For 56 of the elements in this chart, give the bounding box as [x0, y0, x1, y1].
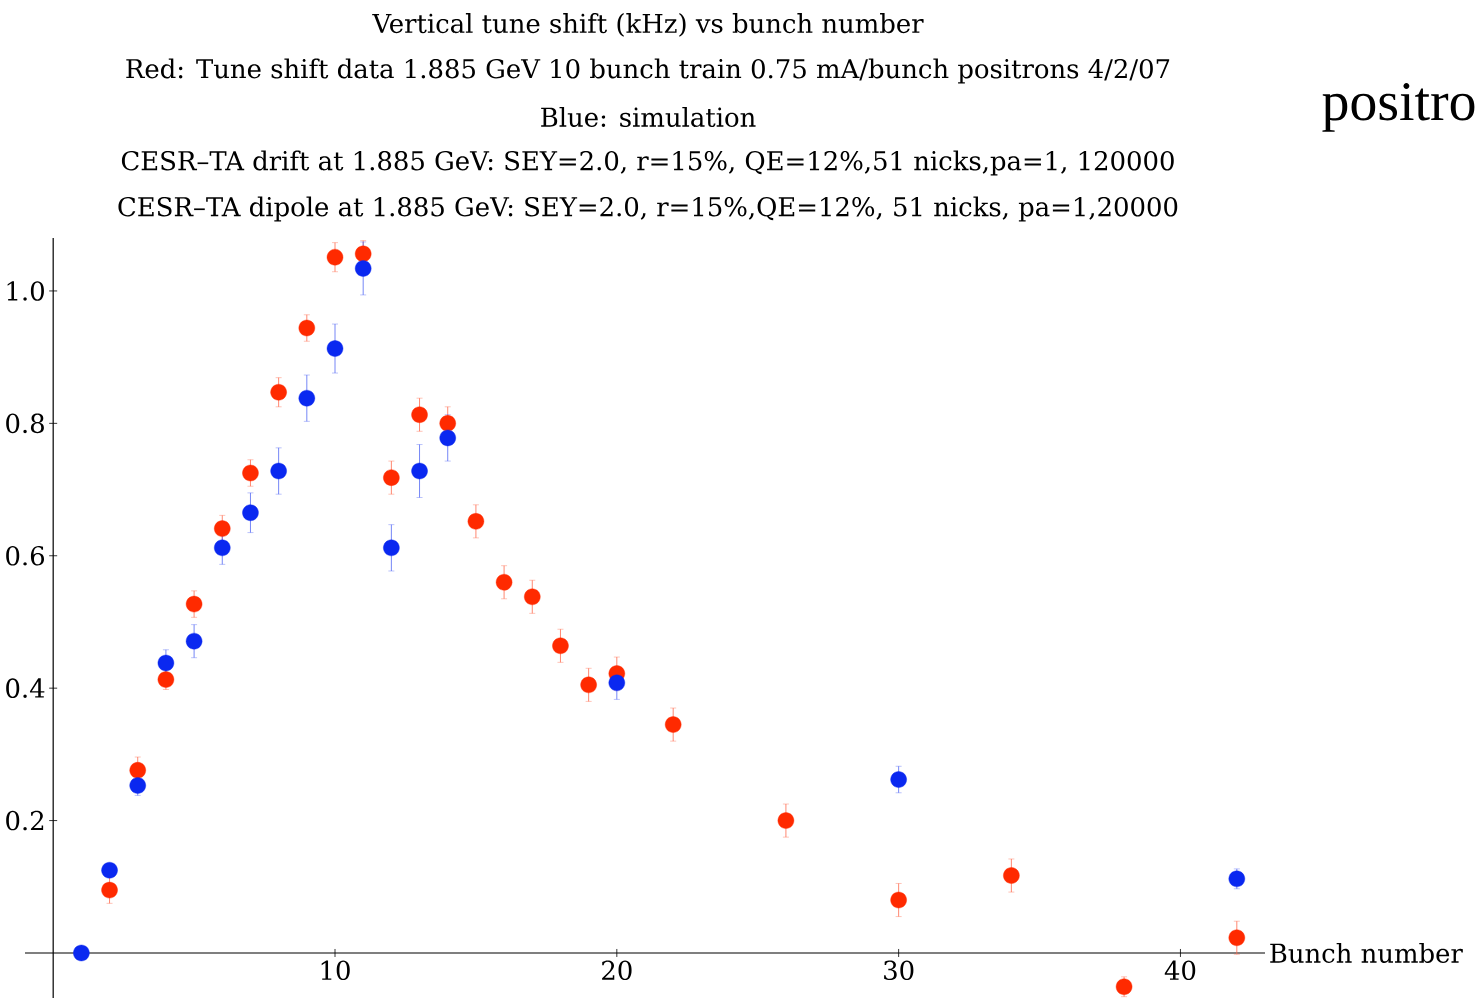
point — [383, 539, 400, 557]
point — [439, 415, 456, 432]
point — [890, 891, 907, 909]
point — [580, 676, 597, 694]
point — [1228, 929, 1246, 946]
x-tick-label: 20 — [602, 960, 632, 981]
point — [777, 812, 795, 829]
chart-title: Vertical tune shift (kHz) vs bunch number — [372, 13, 924, 37]
point — [1228, 870, 1246, 888]
point — [298, 319, 316, 337]
point — [185, 595, 203, 613]
point — [270, 384, 287, 401]
text: CESR–TA dipole at 1.885 GeV: SEY=2.0, r=15%,QE=12%, 51 nicks, pa=1,20000 — [118, 196, 1178, 222]
point — [467, 513, 485, 530]
point — [242, 504, 259, 521]
y-tick-label: 0.8 — [6, 413, 44, 434]
point — [890, 771, 907, 788]
point — [552, 637, 569, 654]
x-tick-label: 10 — [321, 960, 350, 981]
x-tick-label: 40 — [1164, 960, 1196, 981]
point — [326, 248, 344, 266]
point — [101, 881, 118, 899]
point — [270, 462, 287, 480]
text: positro — [1322, 83, 1475, 132]
y-tick-label: 0.6 — [6, 545, 45, 566]
point — [524, 588, 541, 606]
point — [242, 464, 259, 482]
point — [664, 716, 682, 733]
x-axis-title: Bunch number — [1270, 942, 1463, 963]
point — [354, 260, 372, 277]
y-tick-label: 0.4 — [6, 678, 45, 698]
point — [129, 777, 146, 794]
point — [157, 671, 175, 688]
point — [439, 429, 456, 447]
y-tick-label: 1.0 — [7, 281, 44, 301]
point — [298, 390, 316, 407]
point — [608, 674, 626, 692]
point — [185, 632, 203, 650]
text: Blue: simulation — [541, 106, 756, 127]
point — [495, 574, 513, 591]
point — [326, 340, 344, 357]
point — [383, 469, 400, 486]
point — [214, 520, 231, 537]
point — [73, 944, 90, 962]
point — [129, 762, 146, 779]
text: Red: Tune shift data 1.885 GeV 10 bunch train 0.75 mA/bunch positrons 4/2/07 — [126, 58, 1170, 84]
point — [157, 654, 175, 672]
point — [411, 406, 428, 423]
point — [214, 539, 231, 557]
text: CESR–TA drift at 1.885 GeV: SEY=2.0, r=15%, QE=12%,51 nicks,pa=1, 120000 — [121, 150, 1174, 176]
point — [354, 245, 372, 263]
point — [101, 862, 118, 879]
y-tick-label: 0.2 — [6, 810, 44, 831]
x-tick-label: 30 — [884, 960, 914, 981]
point — [411, 462, 428, 480]
point — [1003, 867, 1020, 884]
